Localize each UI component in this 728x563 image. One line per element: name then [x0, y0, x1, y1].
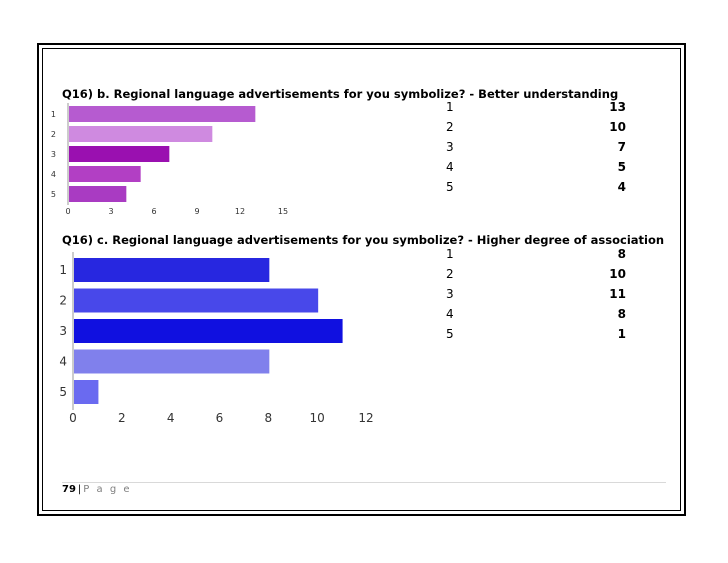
page-footer: 79 | P a g e [62, 484, 132, 495]
table-key: 1 [446, 100, 454, 114]
table-key: 3 [446, 140, 454, 154]
table-value: 13 [609, 100, 626, 114]
table-key: 5 [446, 180, 454, 194]
x-tick-label: 2 [118, 411, 126, 425]
page-label: P a g e [83, 484, 132, 495]
table-row: 5 4 [446, 180, 626, 198]
table-value: 11 [609, 287, 626, 301]
table-value: 4 [617, 180, 626, 194]
x-tick-label: 15 [278, 207, 288, 216]
bar-4 [74, 349, 270, 374]
bar-2 [74, 288, 319, 313]
table-row: 3 11 [446, 287, 626, 305]
footer-divider [62, 482, 666, 483]
y-tick-label: 5 [59, 385, 67, 399]
bar-3 [69, 146, 170, 162]
x-tick-label: 8 [265, 411, 273, 425]
page-border-outer [37, 43, 686, 516]
page-number: 79 [62, 484, 76, 495]
bar-2 [69, 126, 213, 142]
page-border-inner [42, 48, 681, 511]
table-value: 5 [617, 160, 626, 174]
bar-3 [74, 319, 343, 343]
y-tick-label: 3 [59, 324, 67, 338]
table-key: 5 [446, 327, 454, 341]
x-tick-label: 9 [194, 207, 199, 216]
bar-5 [74, 380, 99, 404]
bar-1 [69, 106, 256, 122]
table-row: 4 8 [446, 307, 626, 325]
x-tick-label: 12 [235, 207, 245, 216]
table-key: 2 [446, 120, 454, 134]
table-row: 5 1 [446, 327, 626, 345]
y-tick-label: 2 [51, 130, 56, 139]
x-tick-label: 6 [151, 207, 156, 216]
x-tick-label: 3 [108, 207, 113, 216]
x-tick-label: 0 [65, 207, 70, 216]
table-value: 8 [617, 307, 626, 321]
table-row: 4 5 [446, 160, 626, 178]
y-tick-label: 2 [59, 294, 67, 308]
table-key: 4 [446, 307, 454, 321]
x-tick-label: 0 [69, 411, 77, 425]
table-row: 2 10 [446, 267, 626, 285]
table-value: 7 [617, 140, 626, 154]
y-tick-label: 1 [59, 263, 67, 277]
page-separator: | [77, 484, 82, 495]
y-tick-label: 1 [51, 110, 56, 119]
table-value: 8 [617, 247, 626, 261]
x-tick-label: 4 [167, 411, 175, 425]
table-row: 1 8 [446, 247, 626, 265]
y-tick-label: 5 [51, 190, 56, 199]
question-16b-title: Q16) b. Regional language advertisements… [62, 87, 619, 101]
table-value: 1 [617, 327, 626, 341]
table-value: 10 [609, 267, 626, 281]
table-key: 4 [446, 160, 454, 174]
table-key: 2 [446, 267, 454, 281]
table-row: 1 13 [446, 100, 626, 118]
bar-1 [74, 258, 270, 282]
bar-4 [69, 166, 141, 182]
y-tick-label: 3 [51, 150, 56, 159]
table-key: 3 [446, 287, 454, 301]
table-key: 1 [446, 247, 454, 261]
y-tick-label: 4 [51, 170, 56, 179]
table-row: 3 7 [446, 140, 626, 158]
table-value: 10 [609, 120, 626, 134]
question-16c-title: Q16) c. Regional language advertisements… [62, 233, 665, 247]
table-row: 2 10 [446, 120, 626, 138]
y-tick-label: 4 [59, 355, 67, 369]
x-tick-label: 12 [358, 411, 373, 425]
x-tick-label: 6 [216, 411, 224, 425]
bar-5 [69, 186, 127, 202]
x-tick-label: 10 [310, 411, 325, 425]
